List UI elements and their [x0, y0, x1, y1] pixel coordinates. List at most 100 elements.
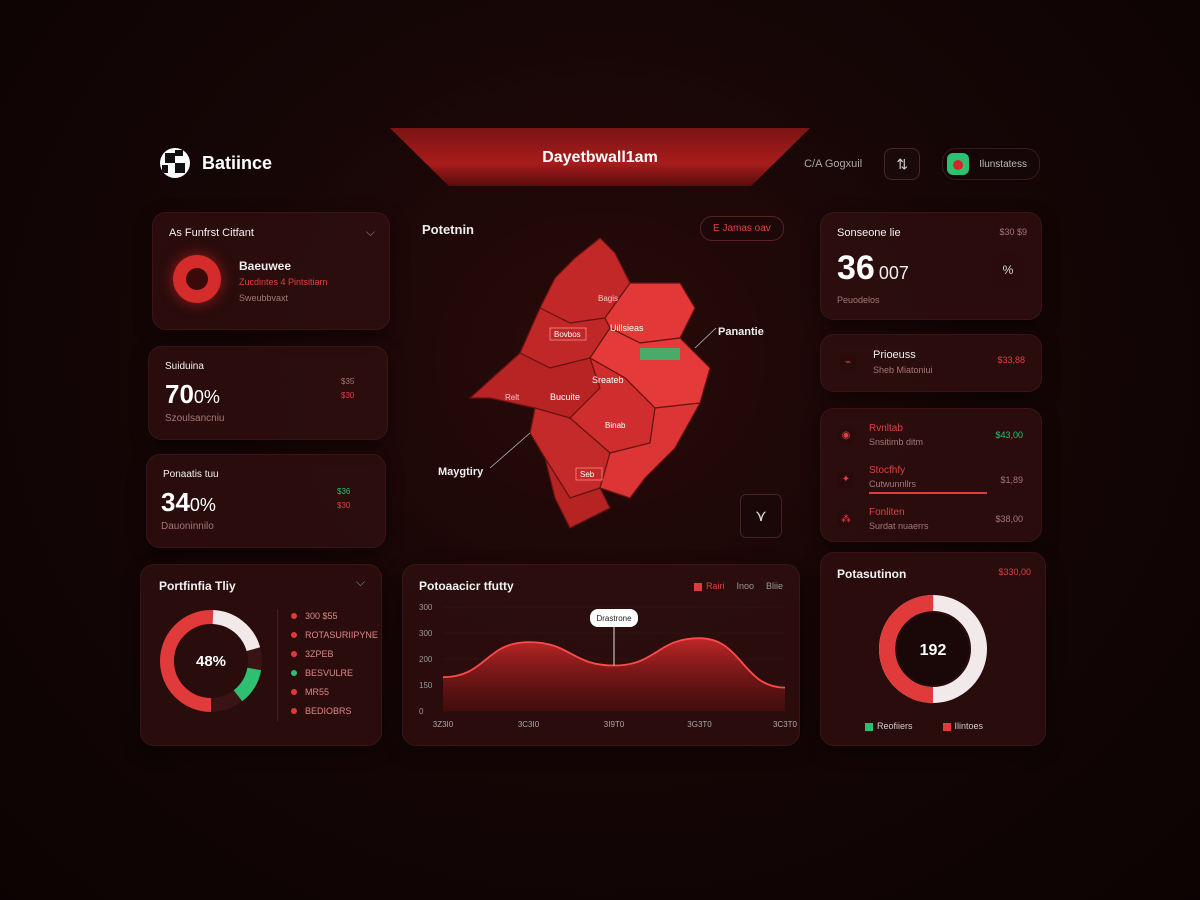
user-name: Ilunstatess	[979, 158, 1027, 170]
stat-card-1-sub: Szoulsancniu	[165, 413, 225, 424]
map-title: Potetnin	[422, 222, 474, 237]
kpi-card[interactable]: Sonseone lie $30 $9 36 007 Peuodelos %	[820, 212, 1042, 320]
legend-item-1[interactable]: Rairi	[693, 581, 724, 591]
donut-card-title: Portfinfia Tliy	[159, 579, 236, 593]
list-item-title: Rvnltab	[869, 423, 903, 434]
y-tick-label: 300	[419, 629, 433, 638]
percent-icon[interactable]: %	[991, 253, 1025, 287]
ring-card-tag: $330,00	[998, 567, 1031, 577]
stat-card-2-delta-down: $30	[337, 501, 351, 510]
region-map: Bagis Uillsieas Sreateb Bucuite Relt Bov…	[468, 237, 717, 529]
ring-card-title: Potasutinon	[837, 567, 907, 581]
donut-legend-item[interactable]: BEDIOBRS	[291, 706, 378, 716]
donut-legend-item[interactable]: 3ZPEB	[291, 649, 378, 659]
stat-card-1-value: 700%	[165, 379, 220, 409]
stat-card-2-value: 340%	[161, 487, 216, 517]
activity-area-chart-card[interactable]: Potoaacicr tfutty Rairi Inoo Bliie 300 30…	[402, 564, 800, 746]
x-tick-label: 3Z3I0	[433, 720, 454, 729]
y-tick-label: 300	[419, 603, 433, 612]
kpi-value: 36 007	[837, 249, 909, 287]
donut-legend-item[interactable]: 300 $55	[291, 611, 378, 621]
process-value: $33,88	[997, 355, 1025, 365]
legend-dot-icon	[291, 632, 297, 638]
stat-card-2[interactable]: Ponaatis tuu 340% Dauoninnilo $36 $30	[146, 454, 386, 548]
map-label-c3: Sreateb	[592, 375, 624, 385]
donut-legend-label: 300 $55	[305, 611, 338, 621]
list-item-sub: Cutwunnllrs	[869, 479, 917, 489]
donut-legend-label: BESVULRE	[305, 668, 354, 678]
list-item[interactable]: ✦ Stocfhfy Cutwunnllrs $1,89	[837, 465, 1023, 494]
map-filter-pill[interactable]: E Jamas oav	[700, 216, 784, 241]
portfolio-donut-chart: 48%	[160, 610, 262, 712]
y-tick-label: 200	[419, 655, 433, 664]
page-title-tab: Dayetbwall1am	[390, 128, 810, 186]
cluster-icon: ⁂	[837, 510, 855, 528]
map-region-south[interactable]	[544, 457, 611, 529]
map-label-c8: Seb	[580, 470, 595, 479]
process-sub: Sheb Miatoniui	[873, 365, 933, 375]
ring-legend: Reofiiers Ilintoes	[865, 721, 983, 731]
map-callout-right: Panantie	[718, 326, 764, 338]
legend-dot-icon	[291, 670, 297, 676]
ring-chart-card[interactable]: Potasutinon $330,00 192 Reofiiers Ilinto…	[820, 552, 1046, 746]
stat-card-2-title: Ponaatis tuu	[163, 469, 219, 480]
area-series-fill	[443, 638, 785, 711]
ring-chart: 192	[879, 595, 987, 703]
map-callout-left: Maygtiry	[438, 466, 484, 478]
activity-list-card[interactable]: ◉ Rvnltab Snsitimb ditm $43,00 ✦ Stocfhfy Cutw…	[820, 408, 1042, 542]
profile-subdetail: Sweubbvaxt	[239, 293, 289, 303]
header-actions: C/A Gogxuil ⇅ Ilunstatess	[804, 148, 1040, 180]
map-label-c7: Binab	[605, 421, 626, 430]
kpi-sub: Peuodelos	[837, 295, 880, 305]
filter-icon[interactable]: ⇅	[884, 148, 921, 180]
profile-card[interactable]: As Funfrst Citfant ⌵ Baeuwee Zucdintes 4…	[152, 212, 390, 330]
area-chart-legend: Rairi Inoo Bliie	[693, 581, 783, 591]
legend-item-2[interactable]: Inoo	[736, 581, 754, 591]
donut-center-value: 48%	[196, 653, 226, 670]
y-tick-label: 150	[419, 681, 433, 690]
profile-card-title: As Funfrst Citfant	[169, 227, 254, 239]
y-tick-label: 0	[419, 707, 424, 716]
brand-logo[interactable]: Batiince	[160, 148, 272, 178]
portfolio-donut-card[interactable]: Portfinfia Tliy ⌵ 48% 300 $55 ROTASURIIPY…	[140, 564, 382, 746]
chevron-down-icon[interactable]: ⌵	[355, 575, 365, 589]
donut-legend-label: ROTASURIIPYNE	[305, 630, 378, 640]
map-region-south-east[interactable]	[599, 402, 702, 499]
legend-dot-icon	[291, 708, 297, 714]
kpi-tag: $30 $9	[999, 227, 1027, 237]
map-label-c4: Bucuite	[550, 392, 580, 402]
stat-card-1-delta-down: $30	[341, 391, 355, 400]
list-item-title: Stocfhfy	[869, 465, 906, 476]
header-link[interactable]: C/A Gogxuil	[804, 158, 863, 170]
profile-name: Baeuwee	[239, 259, 292, 273]
target-icon: ◉	[837, 426, 855, 444]
donut-legend-item[interactable]: MR55	[291, 687, 378, 697]
legend-dot-icon	[291, 651, 297, 657]
list-item-sub: Surdat nuaerrs	[869, 521, 929, 531]
list-item-value: $1,89	[1000, 474, 1023, 485]
donut-legend-label: 3ZPEB	[305, 649, 334, 659]
avatar	[947, 153, 970, 175]
dashboard: Batiince Dayetbwall1am C/A Gogxuil ⇅ Ilu…	[130, 128, 1070, 758]
user-menu[interactable]: Ilunstatess	[942, 148, 1040, 180]
ring-legend-item-2[interactable]: Ilintoes	[942, 721, 983, 731]
x-tick-label: 3G3T0	[687, 720, 712, 729]
ring-legend-item-1[interactable]: Reofiiers	[865, 721, 913, 731]
process-card[interactable]: ⌁ Prioeuss Sheb Miatoniui $33,88	[820, 334, 1042, 392]
list-item[interactable]: ◉ Rvnltab Snsitimb ditm $43,00	[837, 423, 1023, 447]
area-chart-title: Potoaacicr tfutty	[419, 579, 514, 593]
legend-item-3[interactable]: Bliie	[765, 581, 783, 591]
area-chart: 300 300 200 150 0 3Z3I0 3C3I0 3I9T0 3G3T0 3C3T0 Dr…	[419, 603, 798, 729]
legend-dot-icon	[291, 689, 297, 695]
donut-segment-red	[160, 610, 262, 712]
stat-card-1[interactable]: Suiduina 700% Szoulsancniu $35 $30	[148, 346, 388, 440]
chevron-down-icon[interactable]: ⌵	[365, 225, 375, 239]
list-item-value: $43,00	[995, 430, 1023, 440]
map-filter-button[interactable]: ⋎	[740, 494, 782, 538]
progress-line	[869, 492, 988, 494]
donut-legend-item[interactable]: ROTASURIIPYNE	[291, 630, 378, 640]
pulse-icon: ⌁	[839, 353, 857, 371]
page-title: Dayetbwall1am	[542, 149, 658, 166]
list-item[interactable]: ⁂ Fonliten Surdat nuaerrs $38,00	[837, 507, 1023, 531]
donut-legend-item[interactable]: BESVULRE	[291, 668, 378, 678]
